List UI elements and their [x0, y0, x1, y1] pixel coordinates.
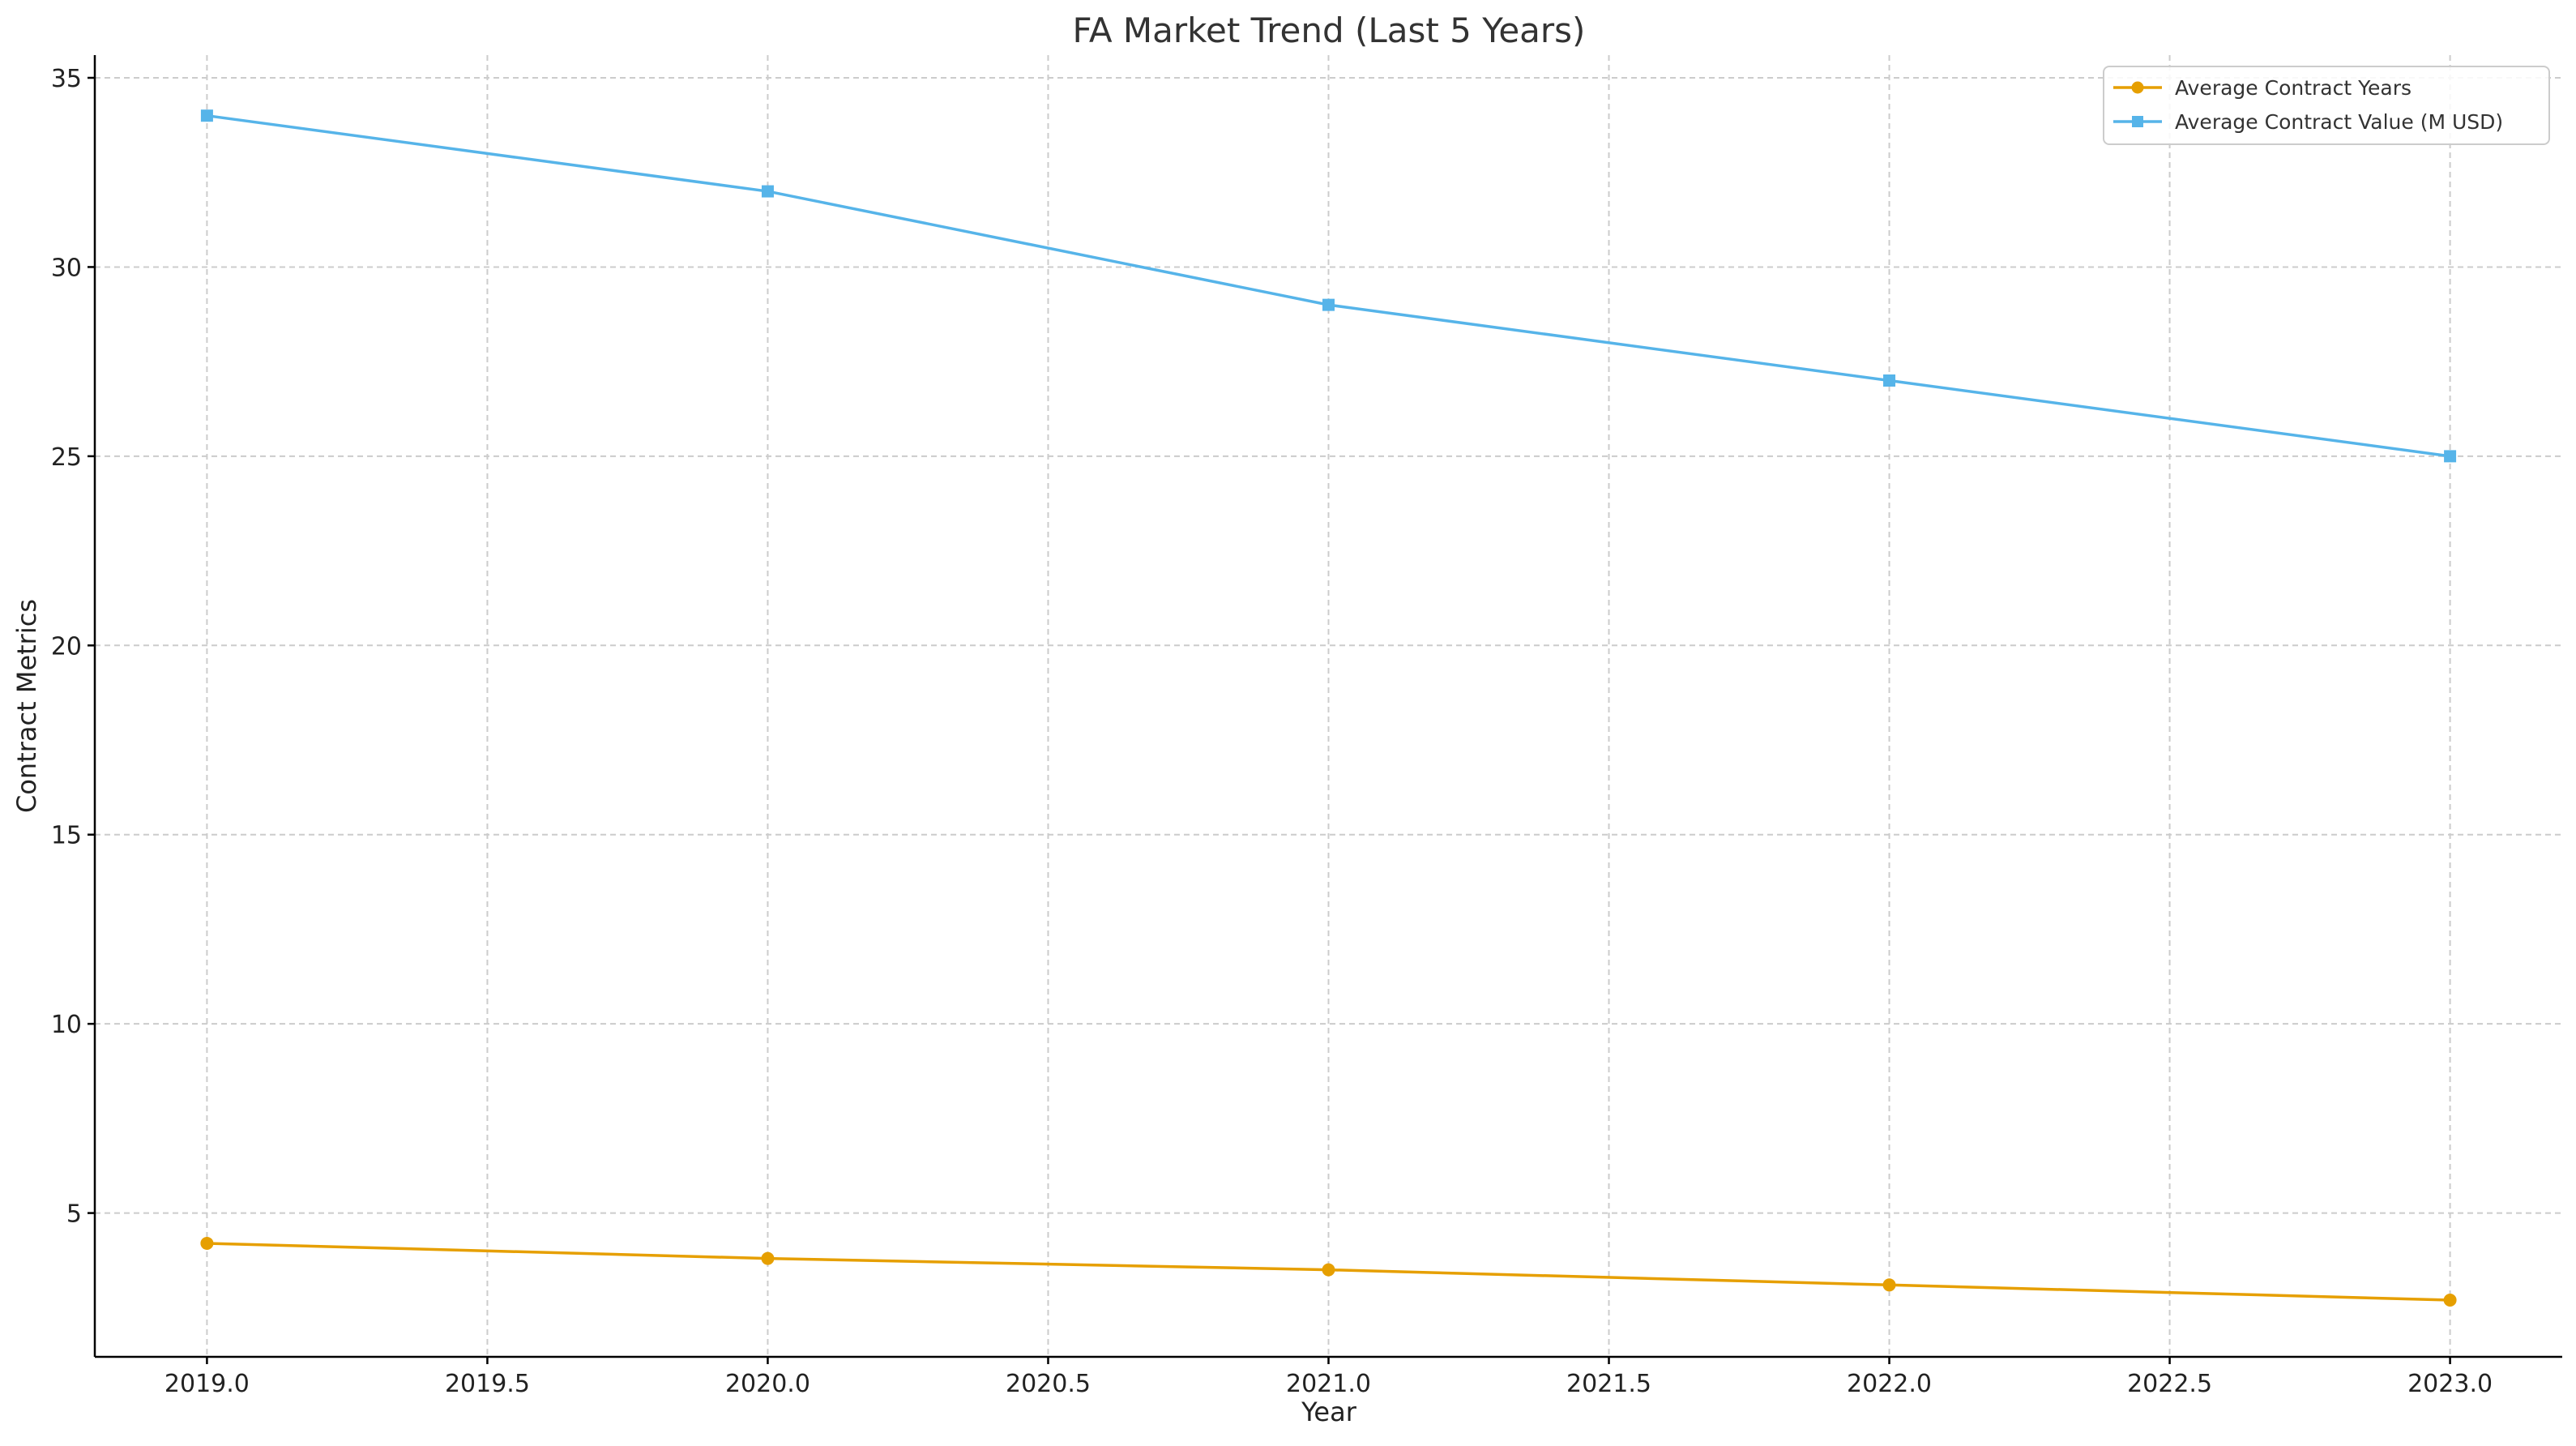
x-tick-label-3: 2020.5	[1006, 1370, 1091, 1398]
series-0-point-0	[200, 1236, 214, 1250]
y-tick-label-3: 20	[51, 632, 82, 661]
grid-layer	[95, 55, 2562, 1357]
x-tick-label-2: 2020.0	[725, 1370, 810, 1398]
legend-frame	[2103, 66, 2550, 145]
x-axis-label: Year	[1301, 1397, 1357, 1427]
y-tick-label-4: 25	[51, 443, 82, 472]
legend-marker-0	[2131, 81, 2144, 94]
series-1-point-1	[761, 185, 774, 198]
x-tick-label-6: 2022.0	[1847, 1370, 1932, 1398]
series-0-point-2	[1322, 1263, 1335, 1277]
legend-marker-1	[2132, 116, 2143, 127]
x-tick-label-0: 2019.0	[164, 1370, 250, 1398]
y-tick-label-0: 5	[66, 1200, 82, 1229]
series-1-point-4	[2444, 450, 2457, 463]
x-tick-label-7: 2022.5	[2127, 1370, 2212, 1398]
x-tick-label-8: 2023.0	[2407, 1370, 2493, 1398]
y-axis-label: Contract Metrics	[11, 599, 42, 813]
legend: Average Contract Years Average Contract …	[2103, 66, 2550, 145]
x-tick-label-1: 2019.5	[445, 1370, 530, 1398]
x-tick-label-4: 2021.0	[1286, 1370, 1371, 1398]
series-0-point-1	[761, 1251, 775, 1265]
y-tick-label-6: 35	[51, 65, 82, 93]
series-1-point-3	[1883, 374, 1896, 387]
series-1-point-2	[1322, 298, 1335, 311]
series-0-point-3	[1882, 1278, 1896, 1292]
y-tick-label-1: 10	[51, 1011, 82, 1039]
legend-label-1: Average Contract Value (M USD)	[2175, 110, 2503, 134]
y-tick-label-5: 30	[51, 254, 82, 282]
legend-label-0: Average Contract Years	[2175, 76, 2412, 100]
series-1-point-0	[200, 109, 213, 122]
y-tick-label-2: 15	[51, 822, 82, 850]
x-tick-label-5: 2021.5	[1566, 1370, 1651, 1398]
series-0-point-4	[2443, 1293, 2457, 1307]
series-layer	[200, 109, 2457, 1307]
chart-title: FA Market Trend (Last 5 Years)	[1073, 11, 1586, 50]
ticks-layer: 2019.0 2019.5 2020.0 2020.5 2021.0 2021.5 2022…	[51, 65, 2493, 1398]
